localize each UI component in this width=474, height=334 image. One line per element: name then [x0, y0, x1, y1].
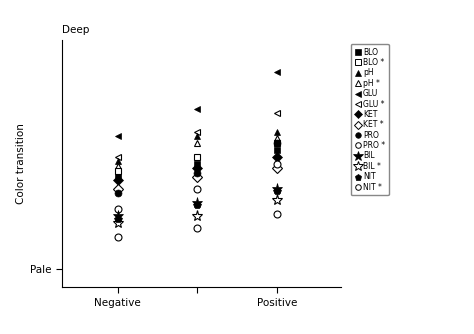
Text: Deep: Deep [62, 25, 89, 35]
Legend: BLO, BLO *, pH, pH *, GLU, GLU *, KET, KET *, PRO, PRO *, BIL, BIL *, NIT, NIT *: BLO, BLO *, pH, pH *, GLU, GLU *, KET, K… [351, 44, 389, 195]
Y-axis label: Color transition: Color transition [16, 123, 26, 204]
